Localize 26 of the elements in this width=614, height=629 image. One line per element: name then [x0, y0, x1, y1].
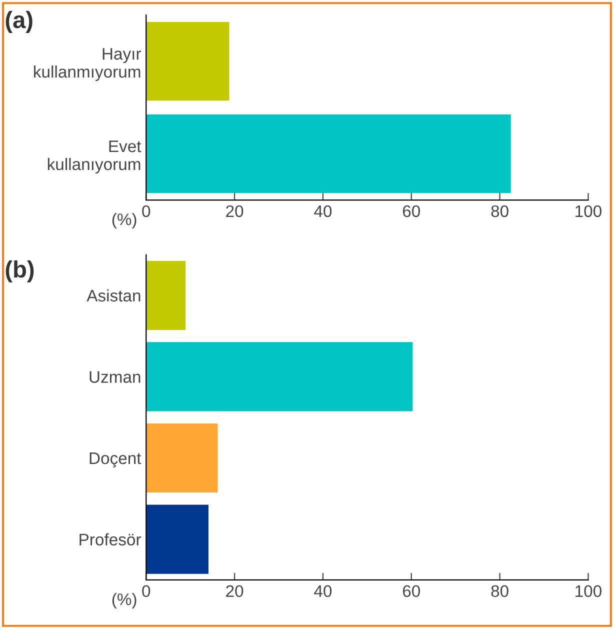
x-tick-label: 0	[142, 585, 150, 598]
x-tick-label: 80	[491, 205, 508, 218]
bar	[146, 504, 208, 574]
x-tick-label: 20	[226, 585, 244, 598]
bar	[146, 423, 218, 493]
bar	[146, 342, 413, 412]
y-tick-label: Asistan	[86, 289, 140, 302]
y-tick-label: Evet kullanıyorum	[48, 140, 142, 174]
x-tick-label: 100	[576, 585, 602, 598]
y-tick-label: Hayır kullanmıyorum	[34, 48, 141, 82]
chart-title: (a)	[6, 10, 32, 33]
x-axis-title: (%)	[112, 212, 136, 228]
y-tick-label: Profesör	[80, 533, 141, 546]
x-axis-title: (%)	[112, 592, 136, 608]
x-tick-label: 40	[314, 205, 332, 218]
y-tick-label: Uzman	[90, 371, 140, 383]
x-tick-label: 60	[402, 585, 420, 598]
x-tick-label: 100	[576, 205, 602, 218]
x-tick-label: 20	[226, 205, 244, 218]
x-tick-label: 60	[402, 205, 420, 218]
chart-title: (b)	[6, 260, 34, 282]
y-tick-label: Doçent	[90, 452, 142, 468]
x-tick-label: 40	[314, 585, 332, 598]
x-tick-label: 80	[491, 585, 508, 598]
x-tick-label: 0	[142, 205, 150, 218]
bar	[146, 260, 186, 330]
